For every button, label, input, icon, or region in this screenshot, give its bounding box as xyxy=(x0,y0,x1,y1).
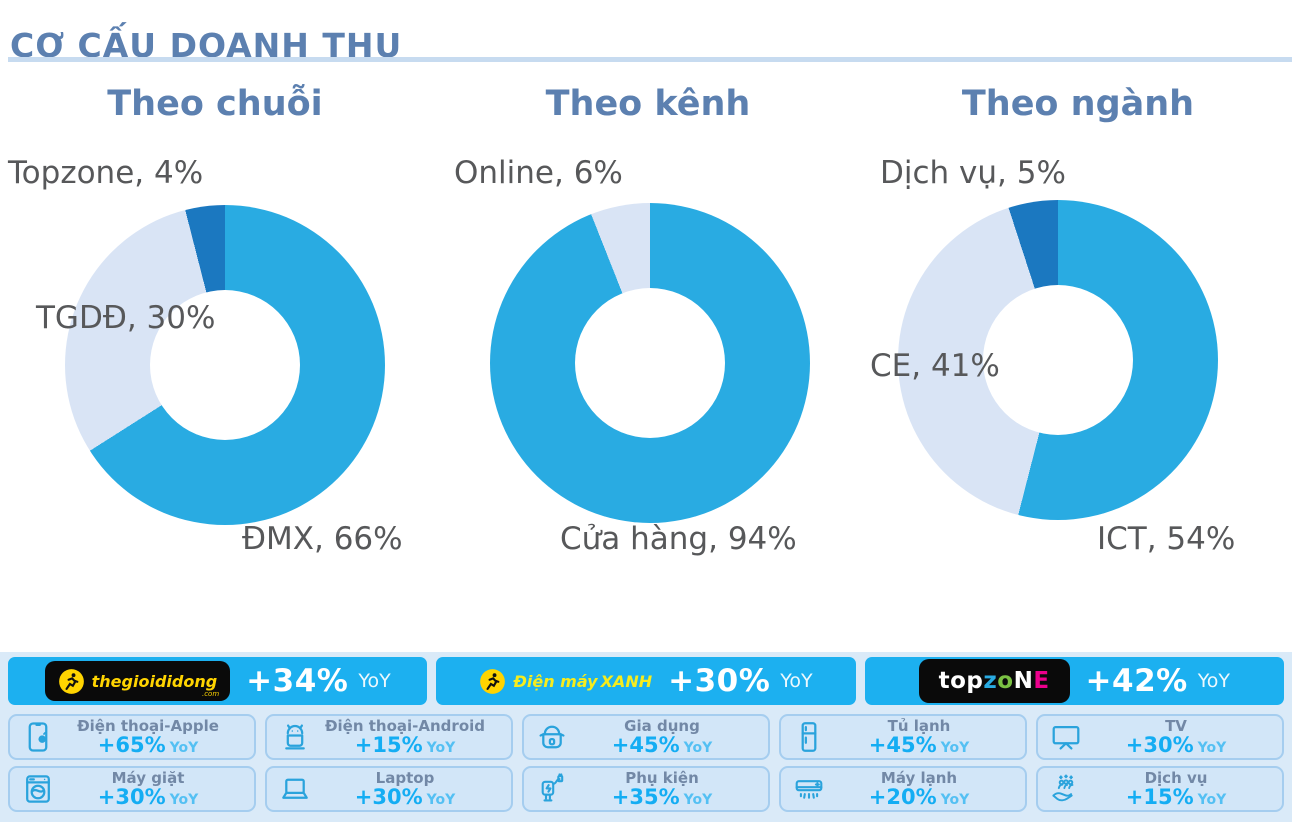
air-conditioner-icon xyxy=(791,771,827,807)
category-growth: +20% xyxy=(868,784,937,809)
runner-badge-icon xyxy=(480,668,506,694)
thegioididong-logo-text: thegioididong xyxy=(91,671,218,691)
donut-hole xyxy=(983,285,1133,435)
category-yoy: YoY xyxy=(169,791,199,808)
category-card-may-lanh: Máy lạnh +20% YoY xyxy=(779,766,1027,812)
dienmayxanh-logo-xanh: XANH xyxy=(600,671,653,691)
chart-section-by-industry: Theo ngành xyxy=(864,84,1292,124)
category-yoy: YoY xyxy=(683,739,713,756)
donut-hole xyxy=(575,288,725,438)
category-card-may-giat: Máy giặt +30% YoY xyxy=(8,766,256,812)
category-card-tu-lanh: Tủ lạnh +45% YoY xyxy=(779,714,1027,760)
tv-icon xyxy=(1048,719,1084,755)
growth-summary-panel: thegioididong .com +34% YoY Điện máy XAN… xyxy=(0,652,1292,822)
category-yoy: YoY xyxy=(683,791,713,808)
category-title: Dịch vụ xyxy=(1144,768,1208,787)
category-title: TV xyxy=(1165,716,1187,735)
topzone-logo: topzoNE xyxy=(918,659,1070,703)
category-card-dien-thoai-android: Điện thoại-Android +15% YoY xyxy=(265,714,513,760)
category-title: Phụ kiện xyxy=(625,768,699,787)
rice-cooker-icon xyxy=(534,719,570,755)
category-title: Máy lạnh xyxy=(880,768,958,787)
chart-section-by-channel: Theo kênh xyxy=(432,84,864,124)
category-growth: +65% xyxy=(97,732,166,757)
donut-chart-by-industry xyxy=(898,200,1218,520)
category-card-gia-dung: Gia dụng +45% YoY xyxy=(522,714,770,760)
category-row-1: Điện thoại-Apple +65% YoY Điện xyxy=(8,714,1284,760)
pie-label-dmx: ĐMX, 66% xyxy=(242,521,403,557)
category-card-phu-kien: Phụ kiện +35% YoY xyxy=(522,766,770,812)
service-hand-icon xyxy=(1048,771,1084,807)
smartphone-apple-icon xyxy=(20,719,56,755)
title-divider xyxy=(8,57,1292,62)
category-yoy: YoY xyxy=(426,791,456,808)
category-growth: +45% xyxy=(611,732,680,757)
category-title: Gia dụng xyxy=(624,716,700,735)
category-yoy: YoY xyxy=(1197,739,1227,756)
dmx-yoy-label: YoY xyxy=(780,670,813,692)
category-card-tv: TV +30% YoY xyxy=(1036,714,1284,760)
chart-title-by-channel: Theo kênh xyxy=(545,84,751,124)
category-yoy: YoY xyxy=(940,739,970,756)
pie-label-online: Online, 6% xyxy=(454,155,623,191)
category-title: Điện thoại-Android xyxy=(324,716,486,735)
category-title: Tủ lạnh xyxy=(887,716,951,735)
donut-chart-by-channel xyxy=(490,203,810,523)
category-row-2: Máy giặt +30% YoY Laptop +30% YoY xyxy=(8,766,1284,812)
topzone-yoy-label: YoY xyxy=(1197,670,1231,692)
topzone-growth-value: +42% xyxy=(1085,663,1188,699)
laptop-icon xyxy=(277,771,313,807)
charger-icon xyxy=(534,771,570,807)
chart-section-by-chain: Theo chuỗi xyxy=(0,84,430,124)
category-title: Điện thoại-Apple xyxy=(77,716,219,735)
category-title: Máy giặt xyxy=(111,768,185,787)
brand-banner-dienmayxanh: Điện máy XANH +30% YoY xyxy=(436,657,856,705)
fridge-icon xyxy=(791,719,827,755)
dienmayxanh-logo: Điện máy XANH xyxy=(479,668,652,695)
chart-title-by-chain: Theo chuỗi xyxy=(107,84,323,124)
category-yoy: YoY xyxy=(426,739,456,756)
thegioididong-logo-com: .com xyxy=(201,690,220,698)
brand-banner-topzone: topzoNE +42% YoY xyxy=(864,657,1284,705)
category-growth: +15% xyxy=(354,732,423,757)
chart-title-by-industry: Theo ngành xyxy=(961,84,1195,124)
runner-badge-icon xyxy=(58,668,84,694)
tgdd-yoy-label: YoY xyxy=(358,670,391,692)
washing-machine-icon xyxy=(20,771,56,807)
pie-label-ict: ICT, 54% xyxy=(1097,521,1236,557)
dmx-growth-value: +30% xyxy=(668,663,771,699)
category-yoy: YoY xyxy=(940,791,970,808)
category-card-laptop: Laptop +30% YoY xyxy=(265,766,513,812)
category-card-dien-thoai-apple: Điện thoại-Apple +65% YoY xyxy=(8,714,256,760)
category-growth: +30% xyxy=(1125,732,1194,757)
thegioididong-logo: thegioididong .com xyxy=(44,661,231,701)
pie-label-cua-hang: Cửa hàng, 94% xyxy=(560,521,797,557)
category-growth: +30% xyxy=(97,784,166,809)
brand-banner-row: thegioididong .com +34% YoY Điện máy XAN… xyxy=(8,657,1284,705)
category-growth: +45% xyxy=(868,732,937,757)
category-card-dich-vu: Dịch vụ +15% YoY xyxy=(1036,766,1284,812)
donut-chart-by-chain xyxy=(65,205,385,525)
category-title: Laptop xyxy=(375,768,435,787)
pie-label-dich-vu: Dịch vụ, 5% xyxy=(880,155,1066,191)
tgdd-growth-value: +34% xyxy=(246,663,349,699)
topzone-logo-text: topzoNE xyxy=(938,668,1050,694)
pie-label-tgdd: TGDĐ, 30% xyxy=(36,300,216,336)
category-growth: +35% xyxy=(611,784,680,809)
donut-hole xyxy=(150,290,300,440)
pie-label-ce: CE, 41% xyxy=(870,348,1000,384)
category-yoy: YoY xyxy=(169,739,199,756)
pie-label-topzone: Topzone, 4% xyxy=(8,155,204,191)
android-icon xyxy=(277,719,313,755)
dienmayxanh-logo-text: Điện máy xyxy=(513,671,598,691)
category-growth: +15% xyxy=(1125,784,1194,809)
category-yoy: YoY xyxy=(1197,791,1227,808)
brand-banner-thegioididong: thegioididong .com +34% YoY xyxy=(8,657,428,705)
category-growth: +30% xyxy=(354,784,423,809)
